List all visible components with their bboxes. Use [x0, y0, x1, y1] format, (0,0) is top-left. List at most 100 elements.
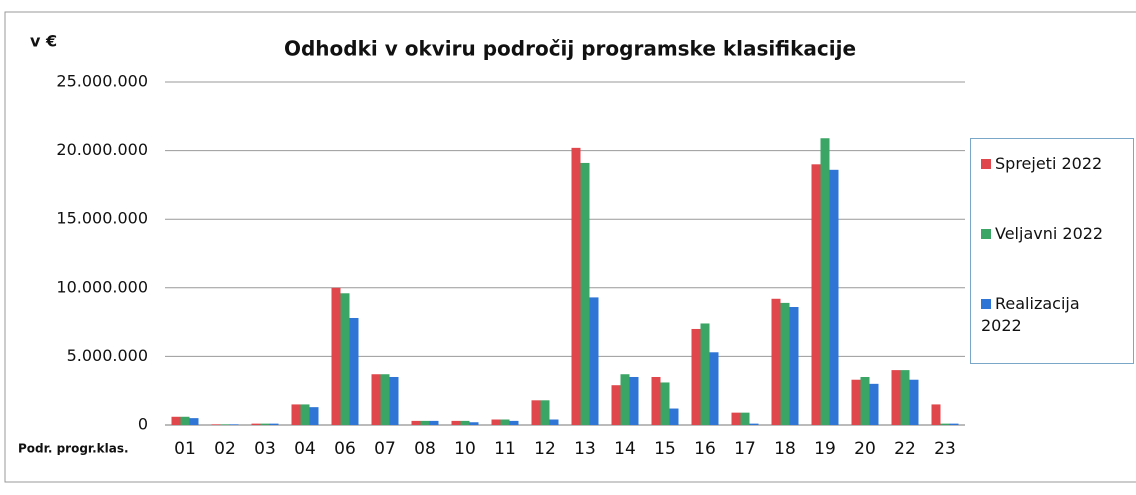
- y-tick-label: 10.000.000: [56, 277, 148, 296]
- x-tick-label: 01: [174, 439, 196, 459]
- bar: [869, 383, 879, 425]
- legend-item: Realizacija 2022: [981, 293, 1091, 337]
- legend-label: Realizacija 2022: [981, 294, 1080, 335]
- bar: [709, 352, 719, 425]
- bar: [700, 323, 710, 425]
- bar: [220, 424, 230, 425]
- bar: [469, 422, 479, 425]
- x-tick-label: 17: [734, 439, 756, 459]
- bar: [651, 376, 661, 425]
- bar: [491, 419, 501, 425]
- bar: [251, 423, 261, 425]
- bar: [771, 298, 781, 425]
- bar: [829, 169, 839, 425]
- bar: [371, 374, 381, 425]
- bar: [429, 420, 439, 425]
- chart-title: Odhodki v okviru področij programske kla…: [284, 37, 856, 61]
- bar: [260, 423, 270, 425]
- x-tick-label: 14: [614, 439, 636, 459]
- y-tick-label: 20.000.000: [56, 140, 148, 159]
- bar: [589, 297, 599, 425]
- bar: [669, 408, 679, 425]
- bar: [531, 400, 541, 425]
- bar: [540, 400, 550, 425]
- bar: [949, 423, 959, 425]
- bar: [900, 370, 910, 425]
- x-tick-label: 03: [254, 439, 276, 459]
- bar: [171, 416, 181, 425]
- bar: [940, 423, 950, 425]
- x-tick-label: 08: [414, 439, 436, 459]
- x-tick-label: 11: [494, 439, 516, 459]
- y-tick-label: 25.000.000: [56, 72, 148, 91]
- bar: [851, 379, 861, 425]
- bar: [309, 407, 319, 425]
- bar: [300, 404, 310, 425]
- x-tick-label: 20: [854, 439, 876, 459]
- bar: [909, 379, 919, 425]
- x-tick-label: 19: [814, 439, 836, 459]
- bar: [380, 374, 390, 425]
- bar: [189, 418, 199, 425]
- bar: [629, 376, 639, 425]
- bar: [731, 412, 741, 425]
- x-tick-label: 10: [454, 439, 476, 459]
- bar: [780, 302, 790, 425]
- y-tick-label: 15.000.000: [56, 209, 148, 228]
- bar: [269, 423, 279, 425]
- legend-swatch: [981, 299, 991, 309]
- x-axis-label: Podr. progr.klas.: [18, 442, 129, 456]
- frame: [4, 11, 1136, 483]
- legend: Sprejeti 2022 Veljavni 2022 Realizacija 20…: [970, 138, 1134, 364]
- bar: [420, 420, 430, 425]
- bar: [460, 420, 470, 425]
- bar: [340, 293, 350, 425]
- bar: [211, 424, 221, 425]
- bar: [740, 412, 750, 425]
- legend-label: Sprejeti 2022: [995, 154, 1103, 173]
- x-tick-label: 18: [774, 439, 796, 459]
- x-tick-label: 12: [534, 439, 556, 459]
- bar: [860, 376, 870, 425]
- bar: [331, 287, 341, 425]
- bar: [180, 416, 190, 425]
- bar: [411, 420, 421, 425]
- x-tick-label: 04: [294, 439, 316, 459]
- bar: [931, 404, 941, 425]
- x-tick-label: 16: [694, 439, 716, 459]
- y-tick-label: 5.000.000: [67, 346, 148, 365]
- legend-item: Veljavni 2022: [981, 223, 1131, 245]
- bar: [571, 147, 581, 425]
- bar: [349, 317, 359, 425]
- x-tick-label: 02: [214, 439, 236, 459]
- bar: [620, 374, 630, 425]
- legend-swatch: [981, 159, 991, 169]
- bar: [691, 328, 701, 425]
- bar: [820, 138, 830, 425]
- y-tick-label: 0: [138, 415, 148, 434]
- x-tick-label: 22: [894, 439, 916, 459]
- bar: [811, 164, 821, 425]
- bar: [291, 404, 301, 425]
- legend-swatch: [981, 229, 991, 239]
- bar: [500, 419, 510, 425]
- bar: [611, 385, 621, 425]
- bar: [451, 420, 461, 425]
- bar: [229, 424, 239, 425]
- legend-label: Veljavni 2022: [995, 224, 1104, 243]
- bar: [749, 423, 759, 425]
- bar: [549, 419, 559, 425]
- x-tick-label: 13: [574, 439, 596, 459]
- legend-item: Sprejeti 2022: [981, 153, 1131, 175]
- bar: [789, 307, 799, 425]
- bar: [891, 370, 901, 425]
- bar: [660, 382, 670, 425]
- x-tick-label: 15: [654, 439, 676, 459]
- y-axis-label: v €: [30, 32, 57, 51]
- bar: [509, 420, 519, 425]
- x-tick-label: 06: [334, 439, 356, 459]
- x-tick-label: 07: [374, 439, 396, 459]
- x-tick-label: 23: [934, 439, 956, 459]
